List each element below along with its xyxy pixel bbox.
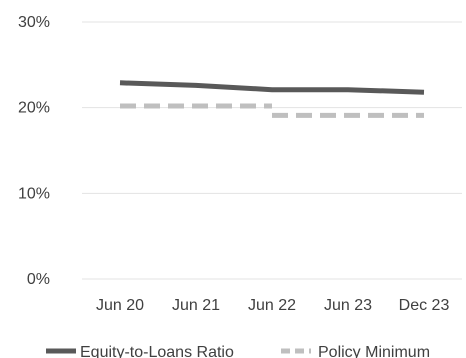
gridlines bbox=[82, 21, 462, 280]
x-tick-label: Jun 21 bbox=[172, 297, 220, 314]
series-lines bbox=[119, 80, 425, 118]
x-axis-tick-labels: Jun 20 Jun 21 Jun 22 Jun 23 Dec 23 bbox=[96, 297, 449, 314]
y-tick-label: 20% bbox=[18, 100, 50, 117]
legend: Equity-to-Loans Ratio Policy Minimum bbox=[46, 344, 430, 358]
legend-label: Policy Minimum bbox=[318, 344, 430, 358]
y-axis-tick-labels: 0% 10% 20% 30% bbox=[18, 14, 50, 288]
series-line-equity-to-loans-ratio bbox=[119, 80, 425, 95]
legend-label: Equity-to-Loans Ratio bbox=[80, 344, 234, 358]
legend-item: Equity-to-Loans Ratio bbox=[46, 344, 234, 358]
y-tick-label: 30% bbox=[18, 14, 50, 31]
series-line-policy-minimum bbox=[120, 103, 424, 118]
x-tick-label: Dec 23 bbox=[399, 297, 450, 314]
legend-item: Policy Minimum bbox=[281, 344, 430, 358]
y-tick-label: 0% bbox=[27, 271, 50, 288]
x-tick-label: Jun 20 bbox=[96, 297, 144, 314]
x-tick-label: Jun 22 bbox=[248, 297, 296, 314]
y-tick-label: 10% bbox=[18, 185, 50, 202]
x-tick-label: Jun 23 bbox=[324, 297, 372, 314]
